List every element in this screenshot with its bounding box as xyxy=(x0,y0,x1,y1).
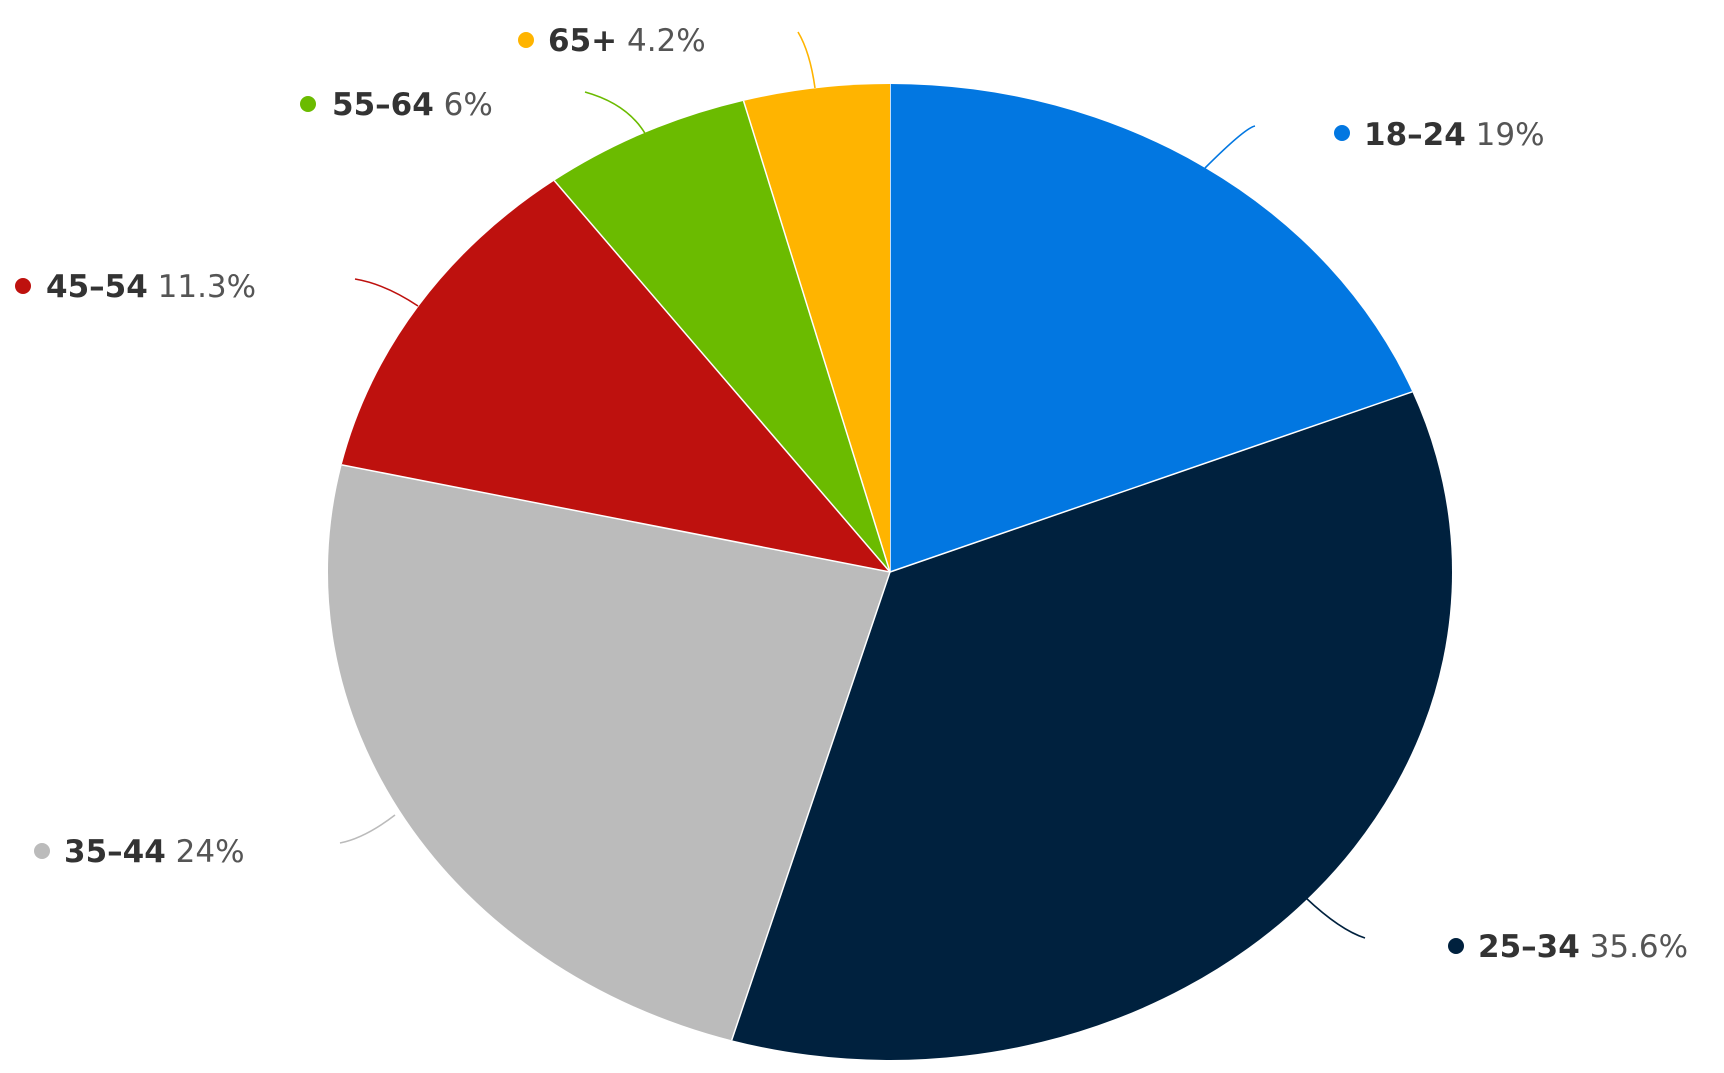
data-label-category: 25–34 xyxy=(1478,929,1580,965)
data-label-18-24: 18–24 19% xyxy=(1364,117,1545,153)
leader-line-18-24 xyxy=(1204,125,1256,169)
label-marker-25-34 xyxy=(1448,938,1464,954)
pie-slice-65plus xyxy=(743,84,890,572)
data-label-value: 35.6% xyxy=(1580,929,1688,965)
data-label-65plus: 65+ 4.2% xyxy=(548,23,706,59)
data-label-value: 19% xyxy=(1466,117,1545,153)
pie-slice-25-34 xyxy=(731,391,1453,1060)
data-labels: 18–24 19% 25–34 35.6% 35–44 24% 45–54 11.3%… xyxy=(15,23,1688,965)
leader-line-55-64 xyxy=(584,91,647,136)
data-label-value: 6% xyxy=(434,87,493,123)
slice-divider xyxy=(889,391,1413,573)
data-label-category: 35–44 xyxy=(64,834,166,870)
label-marker-55-64 xyxy=(300,96,316,112)
slice-divider xyxy=(553,180,891,573)
slice-divider xyxy=(341,464,891,573)
label-marker-35-44 xyxy=(34,843,50,859)
leader-line-25-34 xyxy=(1305,897,1366,939)
pie-slice-18-24 xyxy=(890,84,1413,572)
data-label-value: 4.2% xyxy=(617,23,706,59)
data-label-category: 55–64 xyxy=(332,87,434,123)
data-label-55-64: 55–64 6% xyxy=(332,87,493,123)
data-label-category: 45–54 xyxy=(46,269,148,305)
leader-line-35-44 xyxy=(339,814,396,844)
data-label-category: 65+ xyxy=(548,23,617,59)
label-marker-18-24 xyxy=(1334,125,1350,141)
label-marker-45-54 xyxy=(15,278,31,294)
data-label-value: 24% xyxy=(166,834,245,870)
data-label-value: 11.3% xyxy=(148,269,256,305)
slice-divider xyxy=(742,100,891,573)
leader-line-45-54 xyxy=(354,278,419,307)
label-marker-65plus xyxy=(518,32,534,48)
data-label-45-54: 45–54 11.3% xyxy=(46,269,256,305)
pie-slice-35-44 xyxy=(327,464,890,1041)
leader-lines xyxy=(339,31,1366,939)
data-label-category: 18–24 xyxy=(1364,117,1466,153)
pie-slices xyxy=(327,84,1453,1060)
leader-line-65plus xyxy=(797,31,816,89)
slice-divider xyxy=(730,571,891,1041)
pie-slice-55-64 xyxy=(554,100,890,573)
data-label-35-44: 35–44 24% xyxy=(64,834,245,870)
pie-slice-45-54 xyxy=(341,180,890,572)
data-label-25-34: 25–34 35.6% xyxy=(1478,929,1688,965)
